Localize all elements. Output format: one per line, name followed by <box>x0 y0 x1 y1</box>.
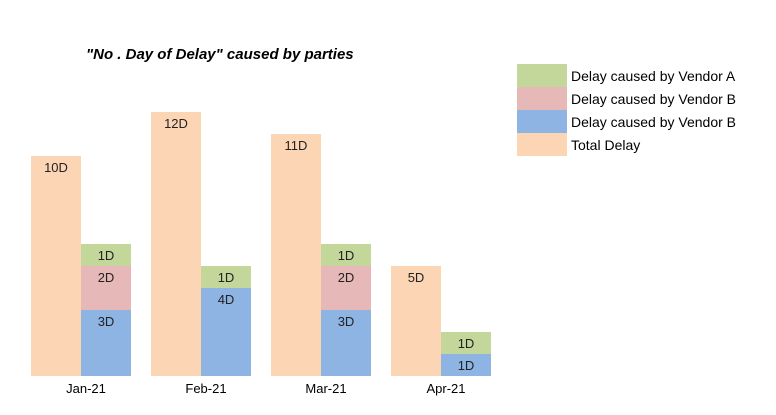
total-bar-label-jan-21: 10D <box>44 160 68 175</box>
vendor-a-segment-apr-21 <box>441 332 491 354</box>
legend-label-total: Total Delay <box>571 137 640 153</box>
legend-label-vendor-b-blue: Delay caused by Vendor B <box>571 114 736 130</box>
vendor-a-label-jan-21: 1D <box>98 248 115 263</box>
total-bar-label-feb-21: 12D <box>164 116 188 131</box>
vendor-b-blue-segment-mar-21 <box>321 310 371 376</box>
vendor-a-segment-feb-21 <box>201 266 251 288</box>
legend: Delay caused by Vendor A Delay caused by … <box>517 64 736 156</box>
legend-swatch-total <box>517 133 567 156</box>
vendor-b-blue-segment-jan-21 <box>81 310 131 376</box>
vendor-a-segment-mar-21 <box>321 244 371 266</box>
total-bar-label-apr-21: 5D <box>408 270 425 285</box>
legend-swatch-vendor-a <box>517 64 567 87</box>
bars-group: 10D 3D 2D 1D 12D 4D 1D 11D 3D 2D 1D 5D 1D 1D <box>31 112 491 376</box>
x-tick-label-apr-21: Apr-21 <box>426 381 465 396</box>
x-tick-label-mar-21: Mar-21 <box>305 381 346 396</box>
vendor-a-label-feb-21: 1D <box>218 270 235 285</box>
vendor-a-label-apr-21: 1D <box>458 336 475 351</box>
total-bar-jan-21 <box>31 156 81 376</box>
vendor-b-blue-label-apr-21: 1D <box>458 358 475 373</box>
vendor-b-blue-segment-apr-21 <box>441 354 491 376</box>
legend-label-vendor-b-pink: Delay caused by Vendor B <box>571 91 736 107</box>
x-tick-label-jan-21: Jan-21 <box>66 381 106 396</box>
vendor-b-blue-segment-feb-21 <box>201 288 251 376</box>
chart-title: "No . Day of Delay" caused by parties <box>86 46 354 63</box>
legend-swatch-vendor-b-blue <box>517 110 567 133</box>
vendor-b-pink-segment-mar-21 <box>321 266 371 310</box>
x-axis-ticks: Jan-21 Feb-21 Mar-21 Apr-21 <box>66 381 465 396</box>
total-bar-apr-21 <box>391 266 441 376</box>
vendor-b-pink-label-jan-21: 2D <box>98 270 115 285</box>
vendor-b-blue-label-jan-21: 3D <box>98 314 115 329</box>
legend-swatch-vendor-b-pink <box>517 87 567 110</box>
vendor-b-blue-label-mar-21: 3D <box>338 314 355 329</box>
vendor-b-pink-segment-jan-21 <box>81 266 131 310</box>
total-bar-mar-21 <box>271 134 321 376</box>
x-tick-label-feb-21: Feb-21 <box>185 381 226 396</box>
total-bar-label-mar-21: 11D <box>285 138 308 153</box>
vendor-a-segment-jan-21 <box>81 244 131 266</box>
vendor-a-label-mar-21: 1D <box>338 248 355 263</box>
vendor-b-blue-label-feb-21: 4D <box>218 292 235 307</box>
legend-label-vendor-a: Delay caused by Vendor A <box>571 68 736 84</box>
total-bar-feb-21 <box>151 112 201 376</box>
vendor-b-pink-label-mar-21: 2D <box>338 270 355 285</box>
